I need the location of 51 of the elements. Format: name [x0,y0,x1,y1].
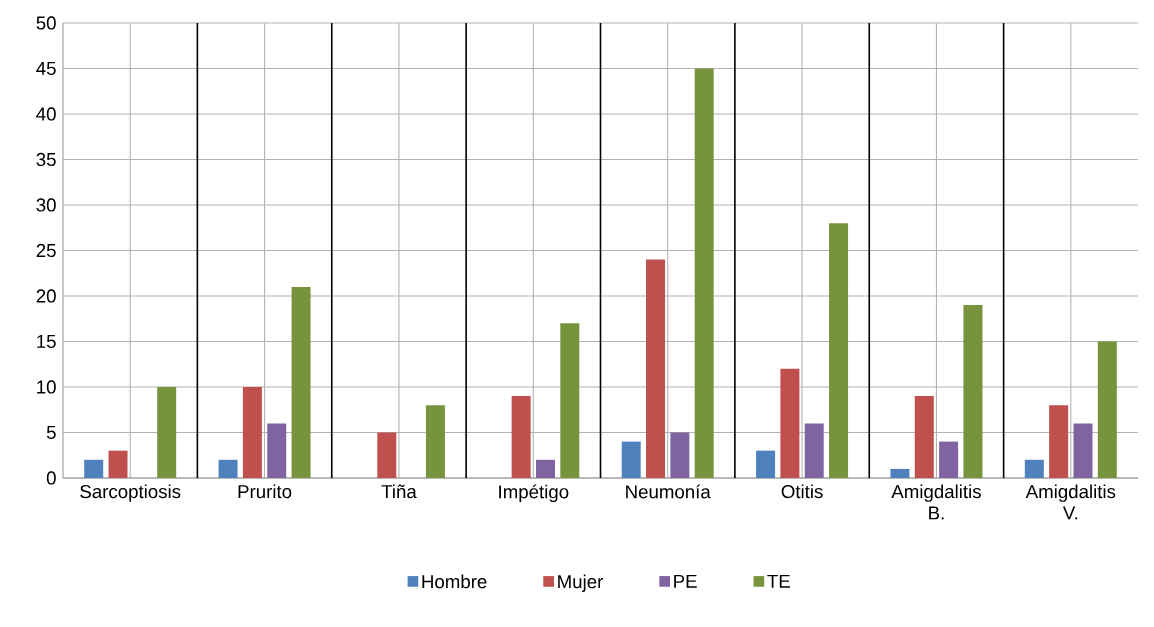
bar [890,468,910,478]
x-tick-label: Prurito [238,484,292,499]
bar [914,396,934,478]
bar [829,223,849,478]
bar [291,286,311,478]
bar [1049,405,1069,478]
bar [377,432,397,478]
y-tick-label: 45 [36,61,56,76]
legend-label: TE [767,574,790,588]
bar [780,368,800,478]
bar [84,459,104,478]
bar [939,441,959,478]
x-tick-label: Sarcoptiosis [80,484,181,502]
x-tick-label: Amigdalitis V. [1025,484,1116,520]
bar [1097,341,1117,478]
bar [1073,423,1093,478]
bar [560,323,580,478]
x-tick-label: Amigdalitis B. [891,484,981,520]
y-tick-label: 25 [36,243,56,258]
y-tick-label: 15 [37,334,56,349]
bar [511,396,531,478]
bar [535,459,555,478]
bar [670,432,690,478]
y-tick-label: 20 [36,289,56,303]
bar [756,450,776,478]
bar [963,305,983,478]
x-tick-label: Otitis [781,484,823,499]
legend-label: Mujer [558,574,604,592]
y-tick-label: 40 [36,107,56,121]
x-tick-label: Neumonía [626,484,711,499]
bar [694,68,714,478]
bar [646,259,666,478]
bar [804,423,824,478]
bar [425,405,445,478]
legend-label: PE [674,574,697,588]
bar [218,459,238,478]
y-tick-label: 10 [37,380,56,394]
y-tick-label: 35 [36,152,56,167]
y-tick-label: 30 [36,198,56,212]
bar [621,441,641,478]
x-tick-label: Tiña [381,484,417,499]
bar [1024,459,1044,478]
legend-label: Hombre [422,574,487,589]
y-tick-label: 5 [46,425,56,440]
y-tick-label: 0 [46,471,56,485]
bar [157,386,177,478]
x-tick-label: Impétigo [499,484,569,503]
bar [242,386,262,478]
y-tick-label: 50 [36,16,56,30]
bar [108,450,128,478]
bar [267,423,287,478]
